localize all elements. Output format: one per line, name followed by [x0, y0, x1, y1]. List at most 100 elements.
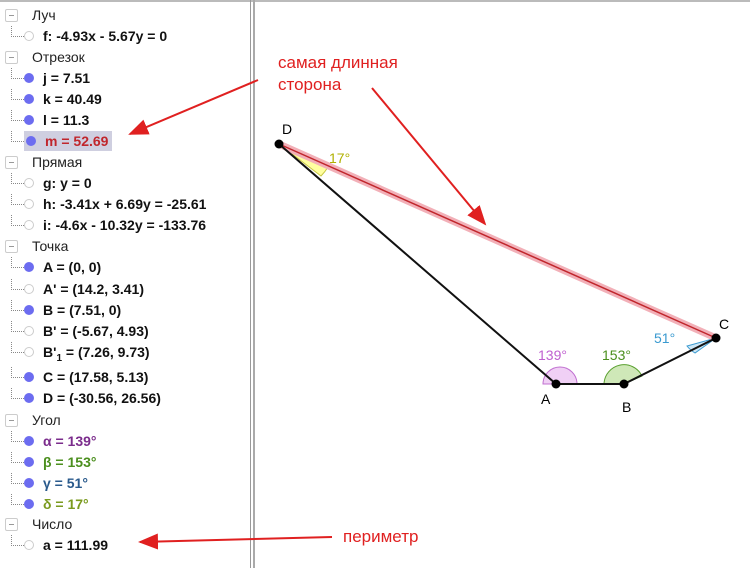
item-subscript: 1 — [56, 352, 63, 364]
item-text: C = (17.58, 5.13) — [43, 369, 149, 385]
point-A[interactable] — [551, 379, 561, 389]
item-text: B' = (-5.67, 4.93) — [43, 323, 149, 339]
list-item[interactable]: j = 7.51 — [11, 68, 90, 88]
item-text: i: -4.6x - 10.32y = -133.76 — [43, 217, 207, 233]
item-text: l = 11.3 — [43, 112, 90, 128]
item-text: γ = 51° — [43, 475, 88, 491]
category-number[interactable]: Число — [5, 514, 72, 534]
visibility-toggle[interactable] — [26, 136, 36, 147]
category-angle[interactable]: Угол — [5, 410, 61, 430]
list-item[interactable]: k = 40.49 — [11, 89, 102, 109]
point-C[interactable] — [711, 333, 721, 343]
label-beta: 153° — [602, 347, 631, 363]
visibility-toggle[interactable] — [24, 178, 34, 189]
list-item[interactable]: B' = (-5.67, 4.93) — [11, 321, 149, 341]
visibility-toggle[interactable] — [24, 94, 34, 105]
visibility-toggle[interactable] — [24, 31, 34, 42]
category-label: Угол — [32, 412, 61, 428]
label-alpha: 139° — [538, 347, 567, 363]
label-D: D — [282, 121, 292, 137]
item-text: B' — [43, 344, 57, 360]
category-label: Отрезок — [32, 49, 85, 65]
visibility-toggle[interactable] — [24, 478, 34, 489]
item-text: h: -3.41x + 6.69y = -25.61 — [43, 196, 207, 212]
item-text: k = 40.49 — [43, 91, 102, 107]
visibility-toggle[interactable] — [24, 115, 34, 126]
arrow-to-m — [128, 79, 259, 135]
label-gamma: 51° — [654, 330, 675, 346]
item-text: β = 153° — [43, 454, 97, 470]
item-text: A = (0, 0) — [43, 259, 102, 275]
segment-m[interactable] — [278, 143, 717, 339]
item-text: D = (-30.56, 26.56) — [43, 390, 161, 406]
category-label: Луч — [32, 7, 56, 23]
category-label: Прямая — [32, 154, 83, 170]
collapse-icon[interactable] — [5, 50, 18, 64]
point-D[interactable] — [274, 139, 284, 149]
visibility-toggle[interactable] — [24, 372, 34, 383]
category-ray[interactable]: Луч — [5, 5, 56, 25]
item-text: B = (7.51, 0) — [43, 302, 122, 318]
visibility-toggle[interactable] — [24, 436, 34, 447]
list-item[interactable]: α = 139° — [11, 431, 97, 451]
list-item[interactable]: l = 11.3 — [11, 110, 89, 130]
visibility-toggle[interactable] — [24, 73, 34, 84]
top-border — [0, 0, 750, 2]
visibility-toggle[interactable] — [24, 199, 34, 210]
list-item-selected[interactable]: m = 52.69 — [11, 131, 113, 151]
list-item[interactable]: D = (-30.56, 26.56) — [11, 388, 161, 408]
list-item[interactable]: g: y = 0 — [11, 173, 92, 193]
algebra-view: Луч f: -4.93x - 5.67y = 0 Отрезок j = 7.… — [0, 0, 251, 568]
visibility-toggle[interactable] — [24, 305, 34, 316]
visibility-toggle[interactable] — [24, 326, 34, 337]
arrow-to-perimeter — [138, 533, 333, 550]
item-text: α = 139° — [43, 433, 97, 449]
visibility-toggle[interactable] — [24, 284, 34, 295]
visibility-toggle[interactable] — [24, 262, 34, 273]
collapse-icon[interactable] — [5, 8, 18, 22]
visibility-toggle[interactable] — [24, 347, 34, 358]
list-item[interactable]: h: -3.41x + 6.69y = -25.61 — [11, 194, 206, 214]
collapse-icon[interactable] — [5, 239, 18, 253]
view-divider[interactable] — [253, 0, 255, 568]
list-item[interactable]: f: -4.93x - 5.67y = 0 — [11, 26, 167, 46]
category-label: Число — [32, 516, 73, 532]
arrow-to-segment — [371, 87, 487, 226]
visibility-toggle[interactable] — [24, 499, 34, 510]
list-item[interactable]: a = 111.99 — [11, 535, 108, 555]
polyline-jkl[interactable] — [278, 143, 717, 385]
label-delta: 17° — [329, 150, 350, 166]
list-item[interactable]: δ = 17° — [11, 494, 89, 514]
collapse-icon[interactable] — [5, 155, 18, 169]
list-item[interactable]: C = (17.58, 5.13) — [11, 367, 148, 387]
list-item[interactable]: A = (0, 0) — [11, 257, 101, 277]
label-B: B — [622, 399, 631, 415]
point-B[interactable] — [619, 379, 629, 389]
visibility-toggle[interactable] — [24, 457, 34, 468]
list-item[interactable]: i: -4.6x - 10.32y = -133.76 — [11, 215, 206, 235]
item-text: f: -4.93x - 5.67y = 0 — [43, 28, 168, 44]
list-item[interactable]: γ = 51° — [11, 473, 88, 493]
list-item[interactable]: β = 153° — [11, 452, 96, 472]
list-item[interactable]: B'1 = (7.26, 9.73) — [11, 342, 150, 364]
category-line[interactable]: Прямая — [5, 152, 82, 172]
annotation-longest-side: самая длинная — [278, 53, 398, 72]
collapse-icon[interactable] — [5, 517, 18, 531]
collapse-icon[interactable] — [5, 413, 18, 427]
item-text: a = 111.99 — [43, 537, 109, 553]
visibility-toggle[interactable] — [24, 220, 34, 231]
list-item[interactable]: B = (7.51, 0) — [11, 300, 121, 320]
item-text: δ = 17° — [43, 496, 89, 512]
visibility-toggle[interactable] — [24, 540, 34, 551]
visibility-toggle[interactable] — [24, 393, 34, 404]
item-text: j = 7.51 — [43, 70, 91, 86]
list-item[interactable]: A' = (14.2, 3.41) — [11, 279, 144, 299]
item-text: A' = (14.2, 3.41) — [43, 281, 144, 297]
item-text: m = 52.69 — [45, 133, 109, 149]
label-C: C — [719, 316, 729, 332]
category-segment[interactable]: Отрезок — [5, 47, 85, 67]
angle-alpha-arc[interactable] — [542, 366, 578, 385]
category-point[interactable]: Точка — [5, 236, 68, 256]
annotation-longest-side-2: сторона — [278, 75, 342, 94]
